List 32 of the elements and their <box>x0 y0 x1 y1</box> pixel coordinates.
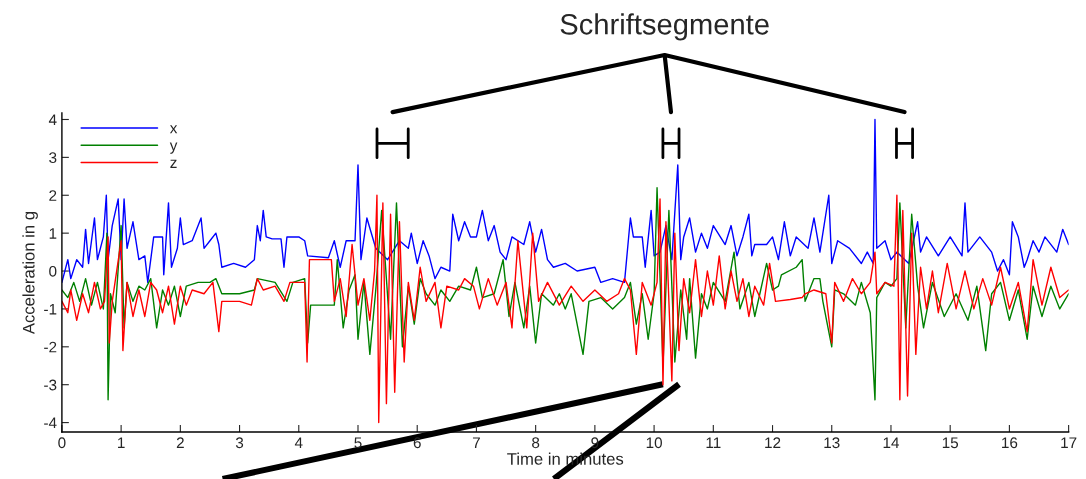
x-tick-label: 1 <box>118 437 125 448</box>
y-tick-label: 1 <box>49 228 57 239</box>
x-tick-label: 10 <box>646 437 662 449</box>
chart-title: Schriftsegmente <box>560 13 769 41</box>
y-tick-label: -4 <box>44 417 57 429</box>
line-series <box>61 118 1069 284</box>
x-tick-label: 8 <box>532 437 540 449</box>
y-tick-label: -1 <box>44 303 57 315</box>
x-tick-label: 12 <box>765 437 781 448</box>
x-tick-label: 6 <box>413 437 421 449</box>
x-tick-label: 16 <box>1002 437 1018 449</box>
legend-label: y <box>169 142 178 154</box>
y-tick-label: 3 <box>49 152 57 164</box>
y-tick-label: 0 <box>49 265 57 277</box>
x-tick-label: 14 <box>883 437 900 448</box>
legend-label: x <box>169 125 178 134</box>
x-tick-label: 11 <box>706 437 721 448</box>
y-tick-label: 2 <box>49 190 57 201</box>
x-tick-label: 3 <box>235 437 244 449</box>
x-tick-label: 5 <box>354 437 362 449</box>
x-tick-label: 17 <box>1061 437 1077 448</box>
x-tick-label: 13 <box>824 437 840 449</box>
x-tick-label: 0 <box>58 437 66 449</box>
x-tick-label: 7 <box>472 437 480 448</box>
y-tick-label: -3 <box>44 379 57 391</box>
y-tick-label: -2 <box>44 341 57 353</box>
y-tick-label: 4 <box>48 114 57 126</box>
x-tick-label: 15 <box>942 437 959 449</box>
legend-label: z <box>170 159 177 168</box>
y-axis-title: Acceleration in g <box>22 212 38 335</box>
x-tick-label: 4 <box>294 437 303 448</box>
x-tick-label: 2 <box>176 437 184 448</box>
